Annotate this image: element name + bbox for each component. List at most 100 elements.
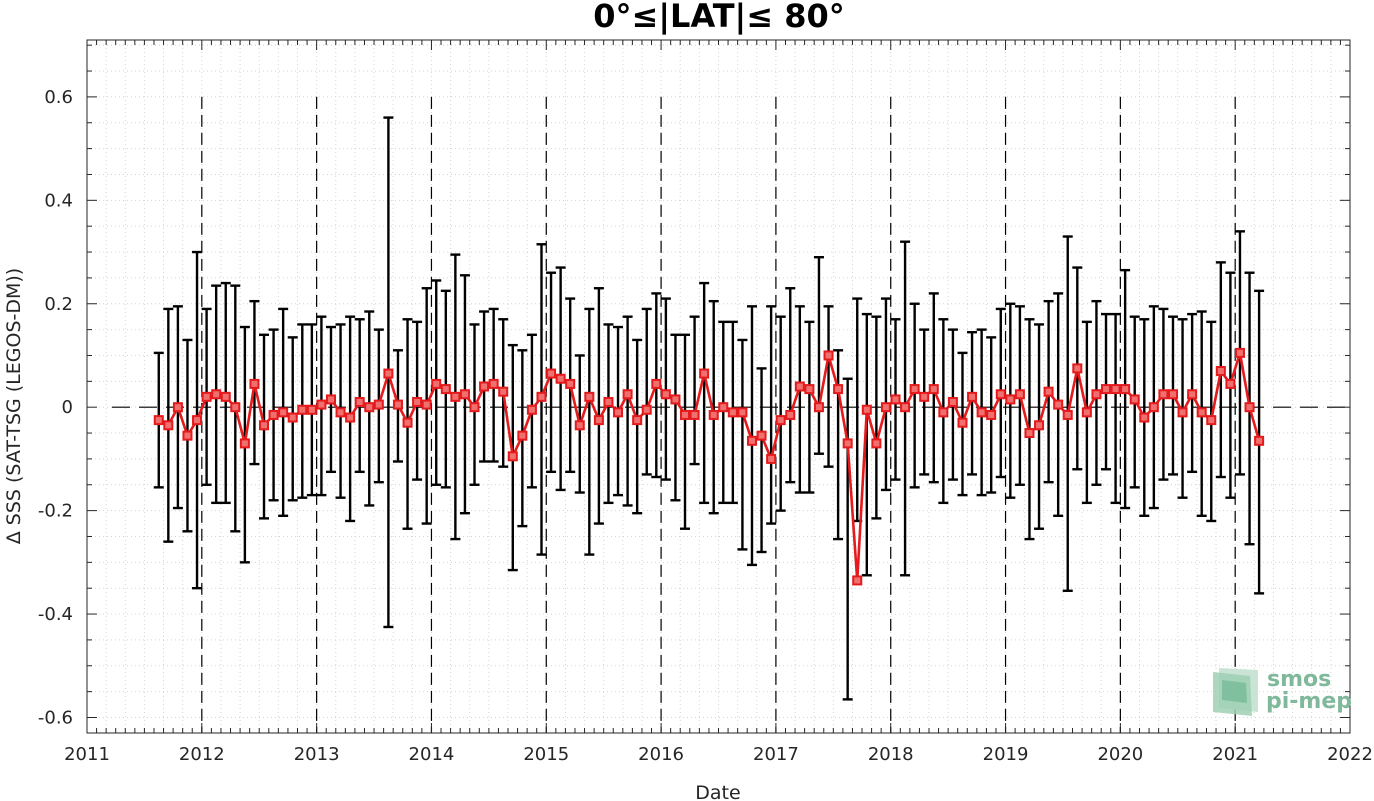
data-point-marker: [1120, 384, 1131, 395]
x-tick-label: 2016: [638, 744, 684, 765]
data-point-marker: [1187, 389, 1198, 400]
data-point-marker: [603, 397, 614, 408]
data-point-marker: [708, 409, 719, 420]
data-point-marker: [919, 391, 930, 402]
data-point-marker: [297, 404, 308, 415]
error-bar: [775, 315, 786, 512]
logo-text-smos: smos: [1267, 667, 1331, 692]
data-point-marker: [306, 404, 317, 415]
error-bar: [804, 320, 815, 494]
error-bar: [708, 299, 719, 515]
data-point-marker: [622, 389, 633, 400]
data-point-marker: [593, 415, 604, 426]
data-point-marker: [823, 350, 834, 361]
data-point-marker: [699, 368, 710, 379]
data-point-marker: [746, 435, 757, 446]
data-point-marker: [689, 409, 700, 420]
error-bar: [785, 287, 796, 484]
data-point-marker: [1043, 386, 1054, 397]
data-point-marker: [852, 575, 863, 586]
data-point-marker: [1139, 412, 1150, 423]
data-point-marker: [517, 430, 528, 441]
error-bar: [718, 320, 729, 505]
x-tick-label: 2013: [294, 744, 340, 765]
data-point-marker: [546, 368, 557, 379]
y-tick-label: 0.6: [44, 87, 73, 108]
x-tick-label: 2022: [1327, 744, 1373, 765]
x-tick-label: 2019: [983, 744, 1029, 765]
data-point-marker: [211, 389, 222, 400]
error-bar: [699, 281, 710, 505]
error-bar: [813, 256, 824, 455]
error-bar: [622, 315, 633, 507]
y-tick-label: 0.4: [44, 190, 73, 211]
data-point-marker: [1024, 428, 1035, 439]
data-point-marker: [1034, 420, 1045, 431]
error-bar: [871, 315, 882, 520]
data-point-marker: [967, 391, 978, 402]
data-point-marker: [1005, 394, 1016, 405]
y-tick-label: 0: [62, 397, 73, 418]
y-tick-label: 0.2: [44, 294, 73, 315]
data-point-marker: [565, 378, 576, 389]
data-point-marker: [1234, 347, 1245, 358]
error-bar: [680, 333, 691, 530]
error-bar: [880, 297, 891, 492]
data-point-marker: [182, 430, 193, 441]
error-bar: [967, 330, 978, 476]
error-bar: [823, 305, 834, 468]
data-point-marker: [737, 407, 748, 418]
data-point-marker: [412, 397, 423, 408]
y-axis-label: Δ SSS (SAT-TSG (LEGOS-DM)): [3, 268, 25, 544]
x-tick-label: 2020: [1097, 744, 1143, 765]
x-tick-label: 2017: [753, 744, 799, 765]
error-bar: [689, 315, 700, 466]
data-point-marker: [1196, 407, 1207, 418]
plot-box: [86, 39, 1351, 734]
data-point-marker: [201, 391, 212, 402]
error-bar: [919, 328, 930, 476]
x-tick-label: 2011: [64, 744, 110, 765]
data-point-marker: [632, 415, 643, 426]
error-bar: [756, 367, 767, 554]
data-point-marker: [440, 384, 451, 395]
data-point-marker: [354, 397, 365, 408]
error-bar: [766, 305, 777, 525]
axes-frame: [86, 39, 1351, 734]
x-tick-label: 2018: [868, 744, 914, 765]
error-bar: [852, 297, 863, 523]
data-point-marker: [163, 420, 174, 431]
data-point-marker: [794, 381, 805, 392]
error-bar: [737, 338, 748, 551]
data-point-marker: [172, 402, 183, 413]
data-point-marker: [574, 420, 585, 431]
data-point-marker: [249, 378, 260, 389]
data-point-marker: [1244, 402, 1255, 413]
data-point-marker: [641, 404, 652, 415]
data-point-marker: [833, 384, 844, 395]
error-bar: [354, 318, 365, 474]
data-point-marker: [402, 417, 413, 428]
x-tick-label: 2012: [179, 744, 225, 765]
data-point-marker: [775, 415, 786, 426]
data-point-marker: [651, 378, 662, 389]
data-point-marker: [239, 438, 250, 449]
series-line: [158, 351, 1261, 582]
error-bar: [670, 333, 681, 502]
data-point-marker: [813, 402, 824, 413]
logo-text-pimep: pi-mep: [1266, 689, 1352, 714]
data-point-marker: [995, 389, 1006, 400]
data-point-marker: [842, 438, 853, 449]
data-point-marker: [498, 386, 509, 397]
data-point-marker: [861, 404, 872, 415]
data-point-marker: [450, 391, 461, 402]
x-tick-label: 2015: [523, 744, 569, 765]
x-tick-label: 2021: [1212, 744, 1258, 765]
data-point-marker: [1091, 389, 1102, 400]
data-point-marker: [507, 451, 518, 462]
error-bar: [842, 377, 853, 701]
data-point-marker: [1225, 378, 1236, 389]
data-point-marker: [928, 384, 939, 395]
